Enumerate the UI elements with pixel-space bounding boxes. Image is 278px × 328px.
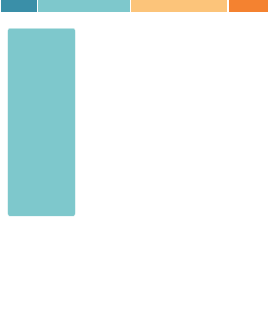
Bar bbox=[1, 0, 37, 12]
Bar bbox=[229, 0, 268, 12]
Bar bbox=[131, 0, 227, 12]
Bar bbox=[38, 0, 130, 12]
FancyBboxPatch shape bbox=[8, 28, 75, 216]
